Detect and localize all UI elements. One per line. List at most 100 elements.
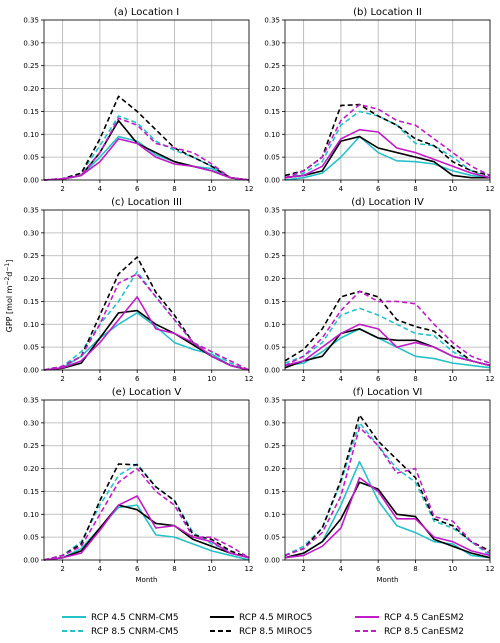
y-tick-label: 0.05	[264, 534, 280, 542]
y-tick-label: 0.00	[23, 367, 39, 375]
series-line-cnrm45	[284, 328, 491, 369]
y-tick-label: 0.15	[264, 488, 280, 496]
x-tick-label: 8	[413, 565, 417, 573]
panel-3: 2 4 6 8 10 12 0.00 0.05 0.10 0.15 0.20 0.25 0.30 0.35…	[23, 197, 253, 383]
x-axis-label: Month	[136, 576, 158, 584]
panel-title: (e) Location V	[112, 387, 182, 398]
y-tick-label: 0.05	[264, 344, 280, 352]
x-tick-label: 10	[448, 565, 457, 573]
x-tick-label: 12	[245, 185, 254, 193]
y-tick-label: 0.10	[23, 321, 39, 329]
x-tick-label: 2	[60, 185, 64, 193]
y-tick-label: 0.25	[264, 252, 280, 260]
plot-frame	[43, 19, 250, 181]
x-tick-label: 2	[301, 375, 305, 383]
y-tick-label: 0.25	[23, 252, 39, 260]
series-line-miroc45	[43, 504, 250, 561]
panel-1: 2 4 6 8 10 12 0.00 0.05 0.10 0.15 0.20 0.25 0.30 0.35…	[23, 7, 253, 193]
x-tick-label: 12	[486, 565, 495, 573]
legend-entry: RCP 8.5 CNRM-CM5	[62, 627, 179, 637]
y-axis-label-sup2: −1	[4, 263, 11, 272]
y-tick-label: 0.20	[23, 275, 39, 283]
y-tick-label: 0.15	[264, 298, 280, 306]
legend-label: RCP 4.5 CanESM2	[384, 613, 464, 623]
x-tick-label: 12	[245, 565, 254, 573]
x-tick-label: 8	[172, 375, 176, 383]
series-line-miroc85	[284, 290, 491, 367]
x-tick-label: 2	[60, 565, 64, 573]
series-line-canesm85	[43, 467, 250, 561]
x-tick-label: 4	[339, 375, 344, 383]
x-tick-label: 6	[376, 565, 381, 573]
x-tick-label: 6	[135, 375, 140, 383]
series-line-canesm45	[43, 495, 250, 561]
series-line-canesm85	[284, 103, 491, 179]
panel-title: (a) Location I	[114, 7, 180, 18]
y-axis-label-end: ]	[5, 260, 14, 263]
series-line-canesm85	[43, 273, 250, 371]
y-tick-label: 0.25	[23, 442, 39, 450]
panel-title: (d) Location IV	[351, 197, 424, 208]
x-tick-label: 10	[207, 185, 216, 193]
x-tick-label: 4	[339, 565, 344, 573]
y-tick-label: 0.20	[264, 275, 280, 283]
plot-frame	[284, 19, 491, 181]
y-tick-label: 0.10	[264, 511, 280, 519]
y-tick-label: 0.35	[23, 17, 39, 25]
y-tick-label: 0.25	[264, 62, 280, 70]
x-tick-label: 10	[207, 565, 216, 573]
x-tick-label: 4	[339, 185, 344, 193]
x-tick-label: 10	[448, 375, 457, 383]
x-tick-label: 2	[301, 565, 305, 573]
x-tick-label: 6	[376, 185, 381, 193]
y-tick-label: 0.10	[264, 131, 280, 139]
y-tick-label: 0.30	[23, 39, 39, 47]
y-tick-label: 0.30	[264, 39, 280, 47]
panel-2: 2 4 6 8 10 12 0.00 0.05 0.10 0.15 0.20 0.25 0.30 0.35…	[264, 7, 494, 193]
legend-entry: RCP 8.5 CanESM2	[355, 627, 464, 637]
y-tick-label: 0.00	[23, 177, 39, 185]
x-tick-label: 12	[245, 375, 254, 383]
series-line-cnrm45	[43, 504, 250, 561]
x-tick-label: 4	[98, 375, 103, 383]
series-line-canesm45	[284, 323, 491, 367]
x-tick-label: 12	[486, 185, 495, 193]
x-tick-label: 8	[413, 375, 417, 383]
x-tick-label: 8	[172, 565, 176, 573]
y-tick-label: 0.25	[264, 442, 280, 450]
series-line-miroc45	[284, 481, 491, 559]
plot-frame	[284, 209, 491, 371]
series-line-canesm45	[284, 476, 491, 559]
y-axis-label-text: GPP [mol m	[5, 285, 14, 332]
legend-label: RCP 8.5 CNRM-CM5	[91, 627, 179, 637]
panel-title: (f) Location VI	[353, 387, 423, 398]
y-tick-label: 0.35	[264, 207, 280, 215]
y-tick-label: 0.15	[264, 108, 280, 116]
y-tick-label: 0.20	[23, 85, 39, 93]
y-tick-label: 0.00	[23, 557, 39, 565]
series-line-cnrm45	[284, 135, 491, 181]
legend-entry: RCP 4.5 MIROC5	[210, 613, 312, 623]
y-tick-label: 0.30	[23, 419, 39, 427]
y-tick-label: 0.30	[264, 229, 280, 237]
y-tick-label: 0.00	[264, 367, 280, 375]
x-tick-label: 10	[207, 375, 216, 383]
legend-entry: RCP 4.5 CNRM-CM5	[62, 613, 179, 623]
y-tick-label: 0.30	[264, 419, 280, 427]
series-line-miroc85	[43, 95, 250, 181]
series-line-canesm85	[284, 426, 491, 557]
y-tick-label: 0.00	[264, 177, 280, 185]
x-tick-label: 4	[98, 185, 103, 193]
y-tick-label: 0.25	[23, 62, 39, 70]
series-line-canesm85	[43, 117, 250, 181]
y-tick-label: 0.35	[23, 207, 39, 215]
y-tick-label: 0.20	[264, 85, 280, 93]
x-tick-label: 6	[135, 185, 140, 193]
series-line-miroc85	[284, 103, 491, 177]
x-tick-label: 4	[98, 565, 103, 573]
y-tick-label: 0.05	[23, 344, 39, 352]
series-line-canesm85	[284, 290, 491, 367]
panel-4: 2 4 6 8 10 12 0.00 0.05 0.10 0.15 0.20 0.25 0.30 0.35…	[264, 197, 494, 383]
x-tick-label: 2	[60, 375, 64, 383]
